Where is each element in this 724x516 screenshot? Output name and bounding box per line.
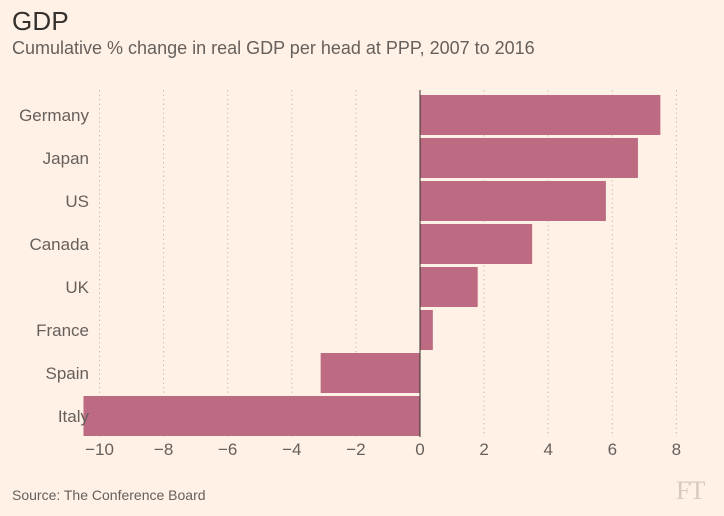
- category-label: Canada: [29, 235, 89, 254]
- source-note: Source: The Conference Board: [12, 487, 206, 503]
- category-label: Japan: [43, 149, 89, 168]
- x-axis-ticks: −10 −8 −6 −4 −2 0 2 4 6 8: [85, 440, 681, 459]
- x-tick-label: −2: [346, 440, 365, 459]
- x-tick-label: −10: [85, 440, 114, 459]
- bar-canada: [420, 224, 533, 264]
- category-labels: Germany Japan US Canada UK France Spain Italy: [19, 106, 90, 426]
- bar-us: [420, 181, 606, 221]
- category-label: Spain: [46, 364, 89, 383]
- x-tick-label: −6: [218, 440, 237, 459]
- bar-germany: [420, 95, 661, 135]
- x-tick-label: −8: [154, 440, 173, 459]
- x-tick-label: 8: [672, 440, 681, 459]
- chart-subtitle: Cumulative % change in real GDP per head…: [12, 38, 535, 58]
- x-tick-label: 0: [415, 440, 424, 459]
- chart-title: GDP: [12, 6, 69, 36]
- bar-uk: [420, 267, 478, 307]
- bar-italy: [83, 396, 420, 436]
- x-tick-label: 2: [479, 440, 488, 459]
- category-label: Italy: [58, 407, 90, 426]
- bar-spain: [320, 353, 420, 393]
- bar-japan: [420, 138, 638, 178]
- x-tick-label: 4: [543, 440, 552, 459]
- bars: [83, 95, 661, 436]
- x-tick-label: −4: [282, 440, 301, 459]
- x-tick-label: 6: [608, 440, 617, 459]
- category-label: UK: [65, 278, 89, 297]
- category-label: Germany: [19, 106, 89, 125]
- category-label: US: [65, 192, 89, 211]
- bar-france: [420, 310, 433, 350]
- category-label: France: [36, 321, 89, 340]
- ft-logo: FT: [676, 476, 705, 505]
